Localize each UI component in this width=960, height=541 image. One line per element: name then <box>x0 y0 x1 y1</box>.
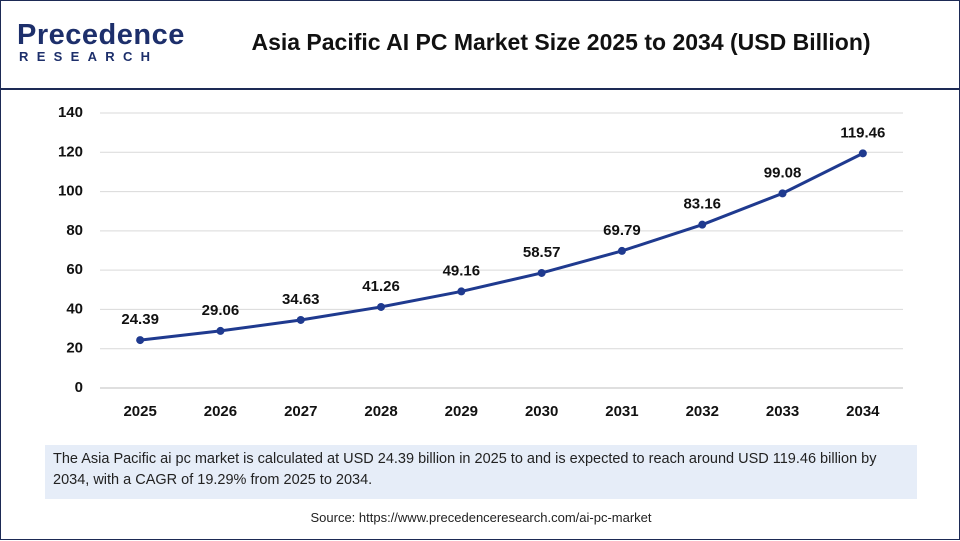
y-tick-label: 140 <box>58 104 83 121</box>
data-label: 29.06 <box>202 302 240 319</box>
data-label: 99.08 <box>764 164 802 181</box>
x-tick-label: 2025 <box>123 403 156 420</box>
x-tick-label: 2026 <box>204 403 237 420</box>
description: The Asia Pacific ai pc market is calcula… <box>45 445 917 499</box>
x-tick-label: 2034 <box>846 403 880 420</box>
point <box>617 246 626 255</box>
y-tick-label: 80 <box>66 222 83 239</box>
data-label: 49.16 <box>443 262 481 279</box>
point <box>136 336 145 345</box>
source: Source: https://www.precedenceresearch.c… <box>310 510 652 525</box>
y-tick-label: 20 <box>66 340 83 357</box>
point <box>457 287 466 296</box>
x-tick-label: 2029 <box>445 403 478 420</box>
line <box>139 152 864 342</box>
point <box>216 326 225 335</box>
y-tick-label: 0 <box>75 379 83 396</box>
y-tick-label: 100 <box>58 183 83 200</box>
data-label: 24.39 <box>121 311 159 328</box>
x-tick-label: 2028 <box>364 403 397 420</box>
data-label: 119.46 <box>840 124 885 141</box>
chart-title: Asia Pacific AI PC Market Size 2025 to 2… <box>251 29 871 55</box>
data-label: 34.63 <box>282 291 320 308</box>
point <box>537 268 546 277</box>
point <box>778 189 787 198</box>
y-tick-label: 40 <box>66 300 83 317</box>
point <box>858 149 867 158</box>
data-label: 41.26 <box>362 278 400 295</box>
y-tick-label: 60 <box>66 261 83 278</box>
data-label: 69.79 <box>603 222 641 239</box>
x-tick-label: 2027 <box>284 403 317 420</box>
point <box>296 315 305 324</box>
logo-tagline: RESEARCH <box>19 49 159 64</box>
data-label: 83.16 <box>683 196 721 213</box>
point <box>377 302 386 311</box>
point <box>698 220 707 229</box>
header-divider <box>1 88 960 90</box>
logo-name: Precedence <box>17 19 185 51</box>
x-tick-label: 2031 <box>605 403 638 420</box>
y-tick-label: 120 <box>58 143 83 160</box>
x-tick-label: 2030 <box>525 403 558 420</box>
data-label: 58.57 <box>523 244 561 261</box>
x-tick-label: 2033 <box>766 403 799 420</box>
x-tick-label: 2032 <box>686 403 719 420</box>
